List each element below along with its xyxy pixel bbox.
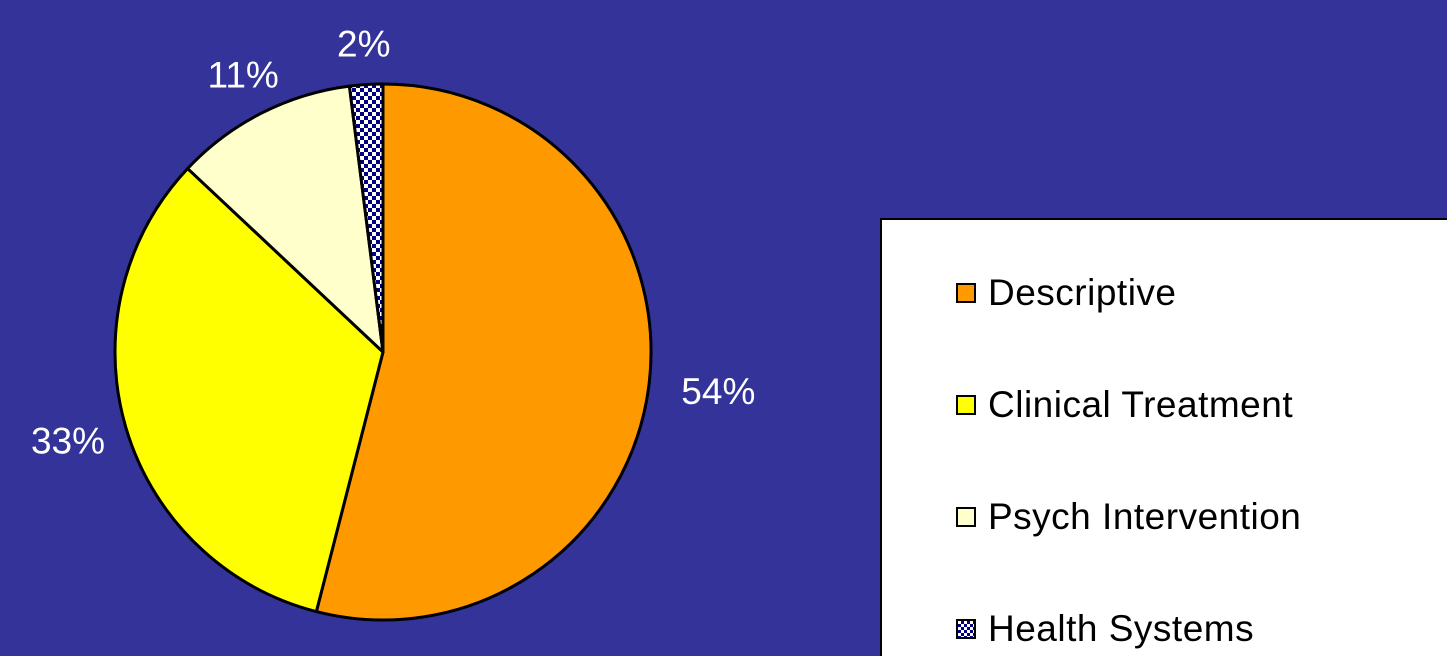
legend-label-descriptive: Descriptive — [988, 272, 1177, 313]
legend-label-psych-intervention: Psych Intervention — [988, 496, 1302, 537]
legend-swatch-psych-intervention — [956, 507, 976, 527]
legend-label-health-systems: Health Systems — [988, 608, 1255, 649]
pie-slice-descriptive — [314, 82, 653, 622]
legend-item-health-systems: Health Systems — [956, 604, 1254, 654]
pie-slice-health-systems — [347, 82, 385, 354]
pie-label-health-systems: 2% — [337, 23, 390, 64]
pie-slices — [113, 82, 653, 622]
pie-slice-psych-intervention — [186, 84, 385, 354]
pie-slice-clinical-treatment — [113, 167, 385, 614]
pie-label-psych-intervention: 11% — [208, 54, 279, 95]
legend-item-descriptive: Descriptive — [956, 268, 1177, 318]
legend-swatch-descriptive — [956, 283, 976, 303]
legend-item-psych-intervention: Psych Intervention — [956, 492, 1301, 542]
pie-label-descriptive: 54% — [681, 371, 755, 412]
legend-swatch-health-systems — [956, 619, 976, 639]
pie-labels: 54% 33% 11% 2% — [31, 23, 755, 461]
legend-label-clinical-treatment: Clinical Treatment — [988, 384, 1294, 425]
legend: Descriptive Clinical Treatment Psych Int… — [880, 218, 1447, 656]
legend-swatch-clinical-treatment — [956, 395, 976, 415]
legend-item-clinical-treatment: Clinical Treatment — [956, 380, 1293, 430]
pie-label-clinical-treatment: 33% — [31, 420, 105, 461]
